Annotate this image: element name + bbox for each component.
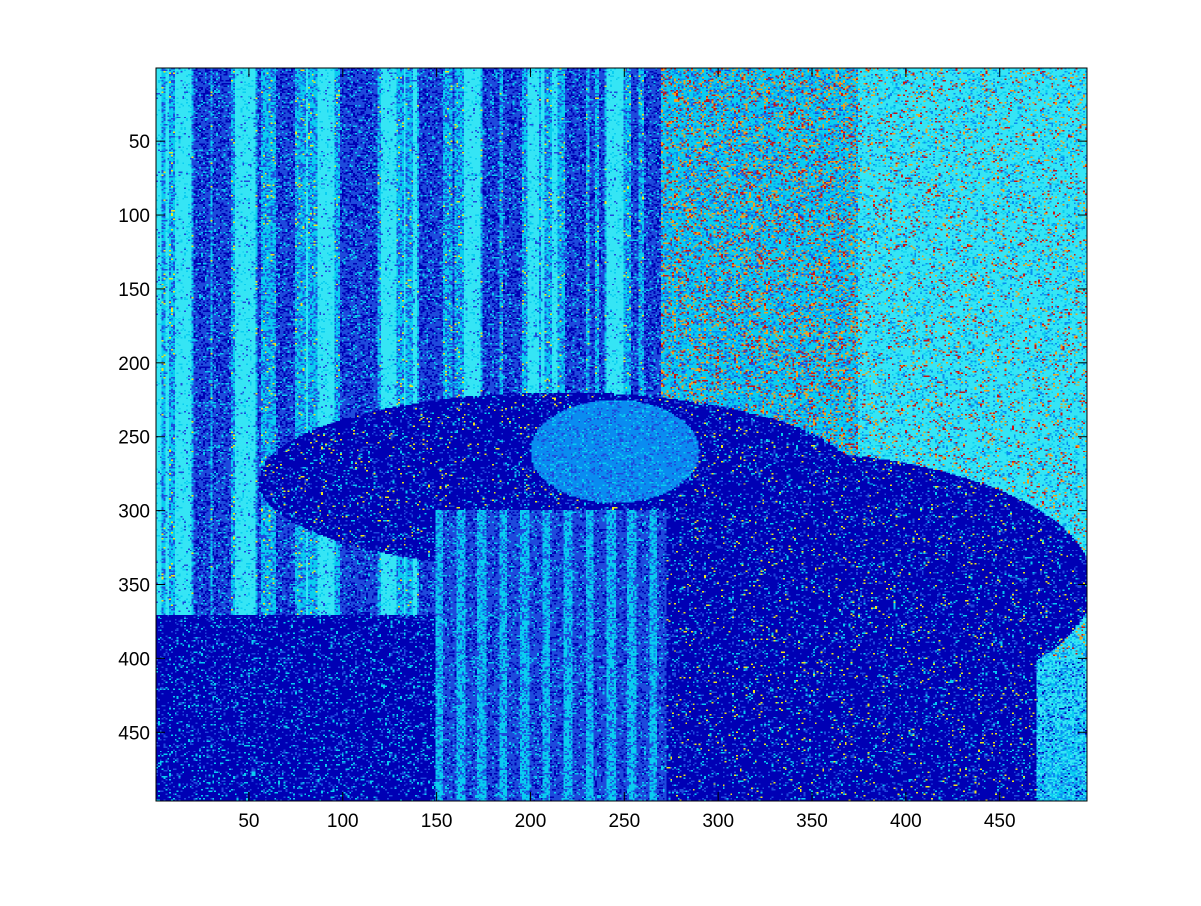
x-tick-label: 400 — [890, 811, 922, 832]
x-tick-label: 100 — [327, 811, 359, 832]
y-tick-label: 100 — [118, 206, 150, 227]
y-tick-label: 250 — [118, 428, 150, 449]
x-tick-label: 450 — [984, 811, 1016, 832]
x-tick-label: 350 — [796, 811, 828, 832]
x-tick-label: 200 — [515, 811, 547, 832]
axes: 50 100 150 200 250 300 350 400 450 50 100 150 200 250… — [118, 67, 1088, 832]
x-tick-label: 250 — [608, 811, 640, 832]
y-tick-label: 450 — [118, 723, 150, 744]
y-tick-label: 400 — [118, 649, 150, 670]
y-tick-label: 200 — [118, 354, 150, 375]
x-tick-label: 50 — [238, 811, 259, 832]
y-tick-label: 150 — [118, 280, 150, 301]
axes-box — [155, 67, 1088, 802]
y-tick-label: 350 — [118, 575, 150, 596]
x-tick-label: 300 — [702, 811, 734, 832]
y-tick-label: 50 — [129, 132, 150, 153]
heatmap-image — [156, 68, 1087, 801]
x-tick-label: 150 — [421, 811, 453, 832]
y-tick-label: 300 — [118, 502, 150, 523]
